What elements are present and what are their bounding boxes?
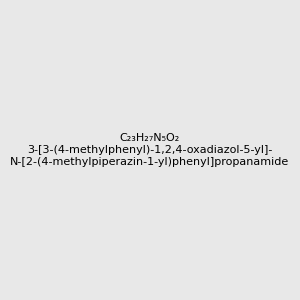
Text: C₂₃H₂₇N₅O₂
3-[3-(4-methylphenyl)-1,2,4-oxadiazol-5-yl]-
N-[2-(4-methylpiperazin-: C₂₃H₂₇N₅O₂ 3-[3-(4-methylphenyl)-1,2,4-o… — [11, 134, 290, 166]
